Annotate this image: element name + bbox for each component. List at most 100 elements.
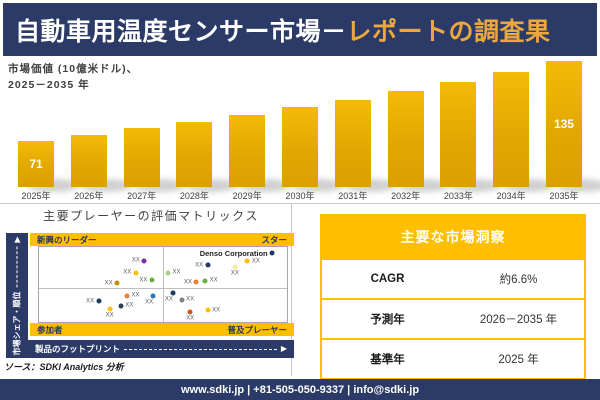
bar-cell	[70, 57, 133, 192]
matrix-point: XX	[165, 270, 180, 276]
matrix-point: XX	[139, 277, 155, 283]
matrix-point: XX	[186, 309, 194, 322]
quadrant-divider-vertical	[163, 247, 164, 322]
arrow-up-icon: ▶	[12, 236, 21, 243]
section-divider-horizontal	[0, 203, 600, 204]
matrix-y-axis-bar: 市場シェア・順位 ▶	[6, 233, 28, 358]
bar-cell	[493, 57, 556, 192]
chart-subtitle-line1: 市場価値 (10億米ドル)、	[8, 63, 139, 75]
matrix-point-label: XX	[105, 312, 114, 319]
insight-value: 2025 年	[498, 354, 539, 366]
matrix-point: XX	[145, 293, 156, 305]
matrix-point-label: XX	[131, 257, 140, 264]
bar-chart: 71 135	[18, 57, 600, 192]
footer-contact-text: www.sdki.jp | +81-505-050-9337 | info@sd…	[180, 383, 420, 396]
matrix-point: XX	[244, 258, 260, 264]
bar-2035年: 135	[545, 61, 582, 187]
x-axis-label: 2027年	[127, 191, 157, 201]
matrix-top-band: 新興のリーダー スター	[30, 233, 294, 246]
bar-data-label: 135	[553, 117, 574, 131]
bar-2033年	[440, 82, 477, 187]
matrix-point-label: XX	[172, 269, 181, 276]
insights-table-header: 主要な市場洞察	[322, 216, 584, 258]
dashed-line	[16, 246, 18, 287]
bar-cell	[176, 57, 239, 192]
matrix-point: XX	[165, 290, 176, 302]
quadrant-label-pervasive-players: 普及プレーヤー	[227, 324, 287, 335]
x-axis-label: 2034年	[496, 191, 526, 201]
chart-subtitle: 市場価値 (10億米ドル)、 2025－2035 年	[8, 62, 138, 94]
bar-2027年	[123, 128, 160, 187]
x-axis-label: 2028年	[179, 191, 209, 201]
matrix-point: XX	[105, 280, 120, 286]
matrix-point: XX	[231, 264, 239, 276]
x-axis-label: 2029年	[232, 191, 262, 201]
x-axis-label: 2026年	[74, 191, 104, 201]
matrix-point-label: XX	[186, 296, 195, 303]
bar-cell	[334, 57, 397, 192]
bar-2028年	[176, 122, 213, 187]
matrix-y-axis-label: 市場シェア・順位	[12, 291, 22, 355]
bar-cell: 71	[18, 57, 80, 192]
insight-value: 約6.6%	[499, 274, 538, 286]
arrow-right-icon: ▶	[280, 344, 287, 353]
matrix-point: XX	[106, 306, 114, 319]
matrix-point-label: XX	[104, 280, 113, 286]
matrix-point-label: XX	[164, 296, 173, 303]
bar-2026年	[70, 135, 107, 187]
matrix-point-label: XX	[209, 277, 218, 284]
bar-2032年	[387, 91, 424, 187]
matrix-point-label: XX	[195, 262, 204, 268]
x-axis-label: 2025年	[21, 191, 51, 201]
x-axis-label: 2030年	[285, 191, 315, 201]
matrix-point: XX	[202, 278, 218, 284]
matrix-point: XX	[123, 270, 139, 276]
source-note: ソース：SDKI Analytics 分析	[4, 362, 124, 372]
matrix-x-axis-label: 製品のフットプリント	[35, 344, 121, 354]
quadrant-divider-horizontal	[39, 288, 287, 290]
x-axis-label: 2033年	[443, 191, 473, 201]
matrix-point-label: XX	[251, 258, 260, 265]
report-title-band: 自動車用温度センサー市場－ レポートの調査果	[3, 3, 597, 56]
x-axis-label: 2031年	[338, 191, 368, 201]
quadrant-label-emerging-leaders: 新興のリーダー	[37, 234, 97, 245]
matrix-title: 主要プレーヤーの評価マトリックス	[43, 209, 259, 223]
matrix-point-label: XX	[183, 279, 192, 286]
matrix-point-label: XX	[123, 269, 132, 276]
bar-cell	[123, 57, 186, 192]
matrix-point: XX	[205, 307, 220, 313]
bar-2025年: 71	[18, 141, 54, 187]
x-axis-label: 2035年	[549, 191, 579, 201]
matrix-point-label: XX	[86, 298, 95, 304]
footer-contact-bar: www.sdki.jp | +81-505-050-9337 | info@sd…	[0, 379, 600, 400]
matrix-point: XX	[195, 262, 211, 268]
insight-row: 予測年 2026－2035 年	[322, 298, 584, 338]
matrix-point-label: Denso Corporation	[199, 248, 268, 258]
matrix-y-axis: 市場シェア・順位 ▶	[12, 236, 23, 355]
bar-cell	[440, 57, 503, 192]
quadrant-label-star: スター	[261, 234, 287, 245]
matrix-point-label: XX	[230, 270, 239, 276]
insight-row: 基準年 2025 年	[322, 338, 584, 378]
market-insights-table: 主要な市場洞察 CAGR 約6.6% 予測年 2026－2035 年基準年 2025 年	[320, 214, 586, 380]
insight-label: 予測年	[370, 314, 405, 326]
matrix-point: XX	[179, 297, 194, 303]
matrix-point: XX	[132, 258, 147, 264]
report-title-accent: レポートの調査果	[346, 17, 551, 46]
insight-label: CAGR	[370, 273, 405, 285]
matrix-point-label: XX	[131, 292, 140, 299]
insights-table-body: CAGR 約6.6% 予測年 2026－2035 年基準年 2025 年	[322, 258, 584, 378]
matrix-point: XX	[124, 293, 140, 299]
insight-label: 基準年	[370, 354, 405, 366]
bar-2031年	[334, 100, 371, 187]
bar-data-label: 71	[29, 157, 43, 171]
matrix-point-label: XX	[145, 299, 154, 306]
matrix-point-label: XX	[139, 277, 148, 283]
matrix-point-label: XX	[186, 315, 195, 322]
matrix-point: XX	[118, 303, 133, 309]
section-divider-vertical	[291, 204, 292, 376]
x-axis-label: 2032年	[391, 191, 421, 201]
matrix-point: XX	[184, 279, 199, 285]
bar-2034年	[493, 72, 530, 187]
report-title-main: 自動車用温度センサー市場－	[15, 17, 347, 46]
